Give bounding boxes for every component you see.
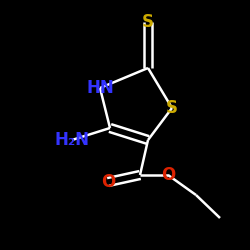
Text: O: O	[161, 166, 175, 184]
Text: S: S	[142, 13, 154, 31]
Text: HN: HN	[86, 79, 114, 97]
Text: S: S	[166, 99, 178, 117]
Text: H₂N: H₂N	[54, 131, 90, 149]
Text: O: O	[101, 173, 115, 191]
